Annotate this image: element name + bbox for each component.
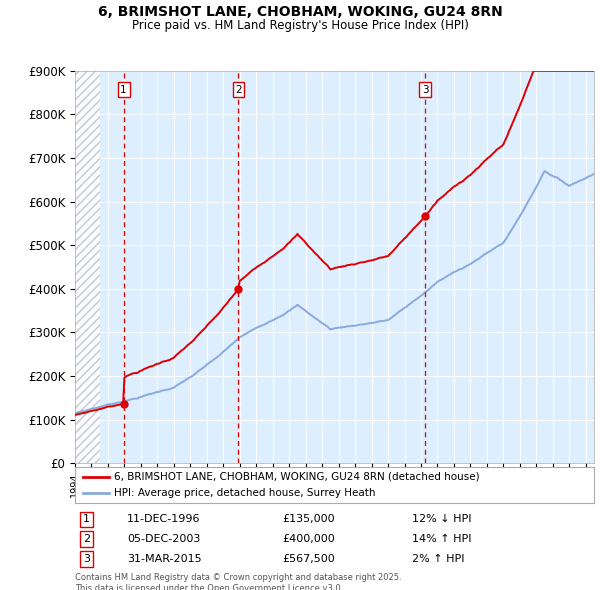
- Text: 12% ↓ HPI: 12% ↓ HPI: [412, 514, 472, 525]
- Text: 6, BRIMSHOT LANE, CHOBHAM, WOKING, GU24 8RN (detached house): 6, BRIMSHOT LANE, CHOBHAM, WOKING, GU24 …: [114, 472, 479, 482]
- Text: 14% ↑ HPI: 14% ↑ HPI: [412, 535, 472, 544]
- Text: £400,000: £400,000: [283, 535, 335, 544]
- Text: 2% ↑ HPI: 2% ↑ HPI: [412, 554, 465, 564]
- Text: 2: 2: [235, 84, 242, 94]
- Text: 05-DEC-2003: 05-DEC-2003: [127, 535, 200, 544]
- Text: 1: 1: [120, 84, 127, 94]
- Text: HPI: Average price, detached house, Surrey Heath: HPI: Average price, detached house, Surr…: [114, 488, 376, 498]
- Text: £567,500: £567,500: [283, 554, 335, 564]
- Text: 3: 3: [422, 84, 428, 94]
- Text: 1: 1: [83, 514, 90, 525]
- Text: 6, BRIMSHOT LANE, CHOBHAM, WOKING, GU24 8RN: 6, BRIMSHOT LANE, CHOBHAM, WOKING, GU24 …: [98, 5, 502, 19]
- Text: Contains HM Land Registry data © Crown copyright and database right 2025.
This d: Contains HM Land Registry data © Crown c…: [75, 573, 401, 590]
- Text: £135,000: £135,000: [283, 514, 335, 525]
- Text: Price paid vs. HM Land Registry's House Price Index (HPI): Price paid vs. HM Land Registry's House …: [131, 19, 469, 32]
- Text: 31-MAR-2015: 31-MAR-2015: [127, 554, 202, 564]
- Text: 3: 3: [83, 554, 90, 564]
- Text: 11-DEC-1996: 11-DEC-1996: [127, 514, 200, 525]
- Text: 2: 2: [83, 535, 90, 544]
